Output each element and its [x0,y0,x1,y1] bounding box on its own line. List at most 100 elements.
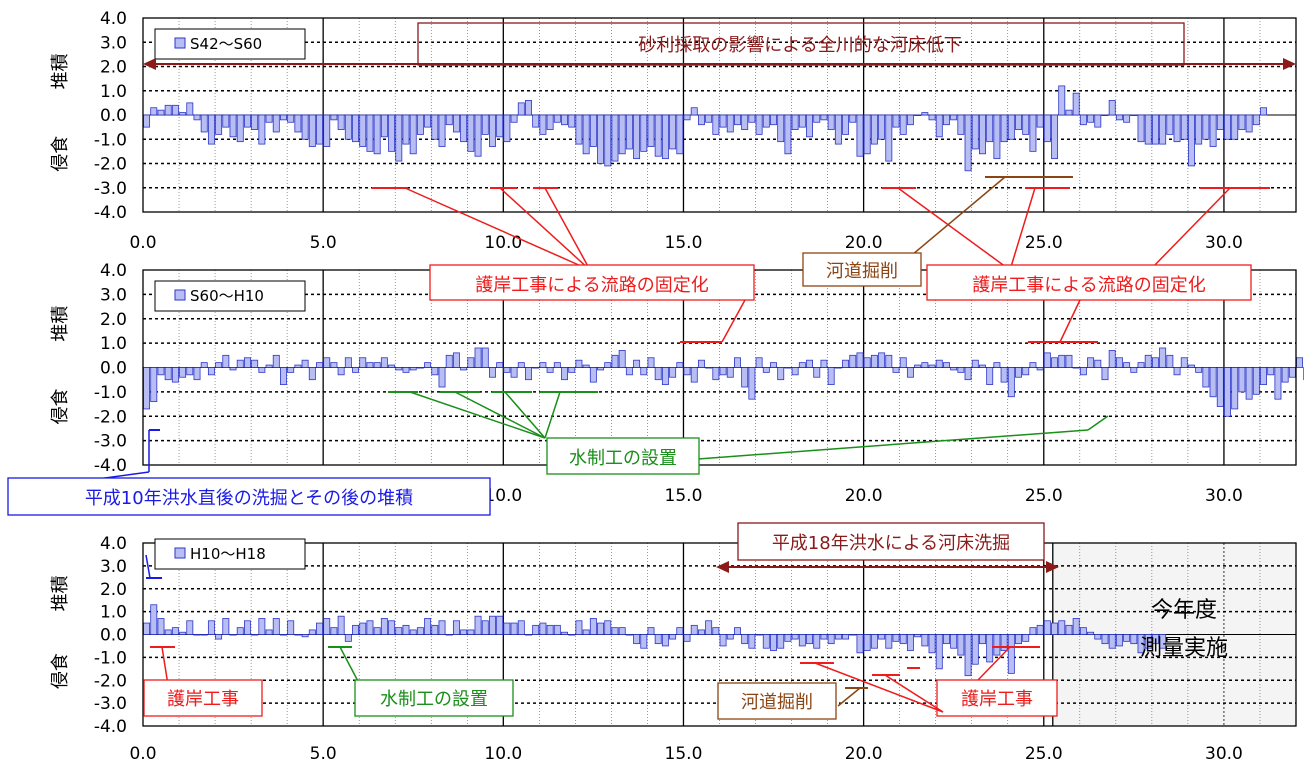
bar [654,367,662,381]
bar [604,620,612,635]
bar [488,114,496,147]
annotation-groyne_2: 水制工の設置 [380,689,488,710]
bar [539,362,547,368]
bar [669,634,677,640]
bar [784,367,792,369]
bar [661,634,669,647]
bar [150,367,158,403]
bar [352,114,360,143]
bar [589,114,597,147]
bar [1072,618,1080,635]
bar [942,634,950,645]
legend-swatch [174,547,186,559]
bar [820,359,828,368]
bar [308,114,316,147]
groyne-box-1 [546,437,700,475]
bar [842,359,850,368]
bar [316,114,323,145]
bar [1231,367,1239,410]
bar [330,114,338,121]
bar [726,634,734,640]
bar [640,367,648,376]
y-tick-label: 3.0 [100,33,127,53]
bar [647,357,655,368]
bar [618,627,626,635]
bar [1245,114,1253,133]
bar [863,634,871,651]
bar [899,634,907,645]
bar [416,367,424,369]
bar [1173,114,1181,143]
bar [1195,367,1203,373]
bar [755,114,763,135]
bar [712,367,720,381]
bar [914,364,922,368]
bar [654,634,662,645]
bar [770,362,777,368]
bar [856,634,864,654]
bar [193,114,201,121]
bar [899,357,907,368]
bar [568,367,576,373]
bar [1260,107,1267,116]
bar [265,364,273,368]
bar [899,114,907,135]
bar [164,104,172,116]
bar [258,114,266,145]
bar [683,114,691,121]
bar [604,362,612,368]
bar [193,367,201,381]
y-tick-label: 0.0 [100,359,127,379]
bar [294,634,302,636]
bar [1007,367,1015,398]
bar [683,367,691,376]
x-tick-label: 0.0 [129,233,156,253]
bar [697,114,705,126]
bar [575,114,583,145]
bar [748,114,756,123]
bar [870,114,878,145]
bar [1043,620,1051,635]
bar [719,634,727,647]
bar [1252,367,1260,395]
bar [676,362,684,368]
bar [460,114,468,143]
bar [243,357,251,368]
bar [488,367,496,378]
legend: H10～H18 [154,538,306,570]
bar [633,114,641,160]
bar [265,114,273,123]
bar [1094,634,1102,640]
bar [344,114,352,140]
bar [438,367,446,388]
bar [460,367,468,371]
bar [1072,92,1080,116]
bar [431,114,439,140]
bar [243,620,251,635]
bar [287,114,295,123]
bar [1216,114,1224,130]
x-tick-label: 10.0 [484,744,522,764]
bar [438,620,446,635]
bar [669,114,677,150]
bar [525,634,532,636]
y-tick-label: -1.0 [94,383,127,403]
bar [280,634,287,636]
bar [741,634,749,645]
bar [1007,634,1015,674]
bar [546,624,554,635]
chart-panel-3: 4.03.02.01.00.0-1.0-2.0-3.0-4.00.0 5.0 10.… [50,534,1297,764]
bar [993,114,1001,160]
bar [878,352,886,368]
arrow-head-right [1046,561,1059,573]
bar [1151,634,1159,645]
bar [503,367,511,373]
bar [388,364,396,368]
leader-line [977,646,1011,681]
bar [1123,362,1131,368]
bar [1288,367,1296,378]
bar [445,114,453,126]
y-tick-label: 4.0 [100,261,127,281]
legend-label: S42～S60 [190,35,262,53]
bar [359,357,367,368]
